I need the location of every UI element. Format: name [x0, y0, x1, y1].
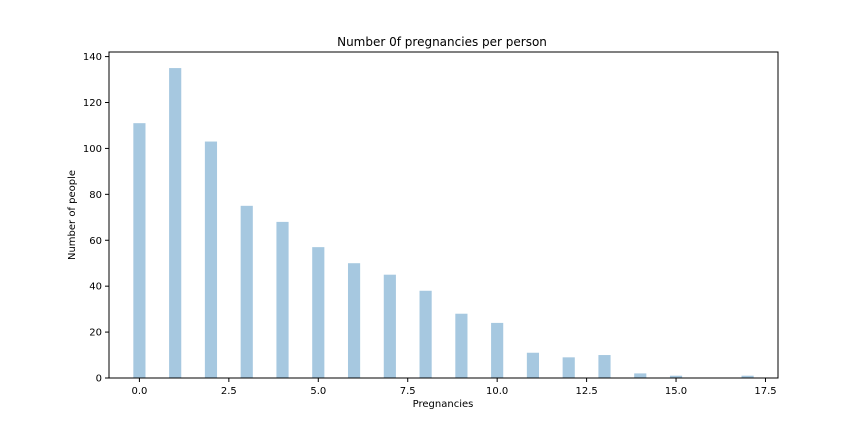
bar-3 [240, 205, 253, 378]
y-axis-ticks: 0 20 40 60 80 100 120 140 [83, 52, 109, 385]
plot-area-frame [108, 51, 779, 379]
x-axis-ticks: 0.0 2.5 5.0 7.5 10.0 12.5 15.0 17.5 [131, 378, 777, 397]
x-tick-label: 12.5 [575, 386, 597, 397]
y-tick-label: 140 [83, 52, 102, 63]
x-tick-label: 0.0 [131, 386, 147, 397]
y-tick-label: 80 [89, 190, 102, 201]
bar-5 [312, 247, 325, 378]
y-tick-label: 40 [89, 282, 102, 293]
y-tick-label: 100 [83, 144, 102, 155]
bar-6 [347, 263, 361, 378]
chart-title: Number 0f pregnancies per person [337, 35, 547, 49]
y-tick-label: 60 [89, 236, 102, 247]
bar-17 [741, 375, 754, 378]
x-tick-label: 2.5 [221, 386, 237, 397]
x-tick-label: 10.0 [486, 386, 508, 397]
bar-9 [455, 313, 468, 378]
bar-13 [598, 355, 611, 378]
y-axis-label: Number of people [67, 170, 78, 260]
bar-11 [526, 352, 540, 378]
bar-1 [169, 68, 182, 378]
bar-4 [276, 221, 289, 378]
bar-8 [419, 290, 432, 378]
bar-10 [491, 322, 504, 378]
bar-0 [133, 123, 146, 378]
bars-group [133, 68, 754, 378]
bar-12 [562, 357, 575, 378]
bar-15 [669, 375, 683, 378]
x-tick-label: 5.0 [310, 386, 326, 397]
y-tick-label: 0 [96, 374, 102, 385]
x-axis-label: Pregnancies [413, 399, 474, 410]
bar-2 [204, 141, 218, 378]
y-tick-label: 120 [83, 98, 102, 109]
bar-7 [383, 274, 396, 378]
x-tick-label: 15.0 [665, 386, 687, 397]
x-tick-label: 17.5 [754, 386, 776, 397]
bar-14 [634, 373, 647, 378]
x-tick-label: 7.5 [400, 386, 416, 397]
y-tick-label: 20 [89, 328, 102, 339]
